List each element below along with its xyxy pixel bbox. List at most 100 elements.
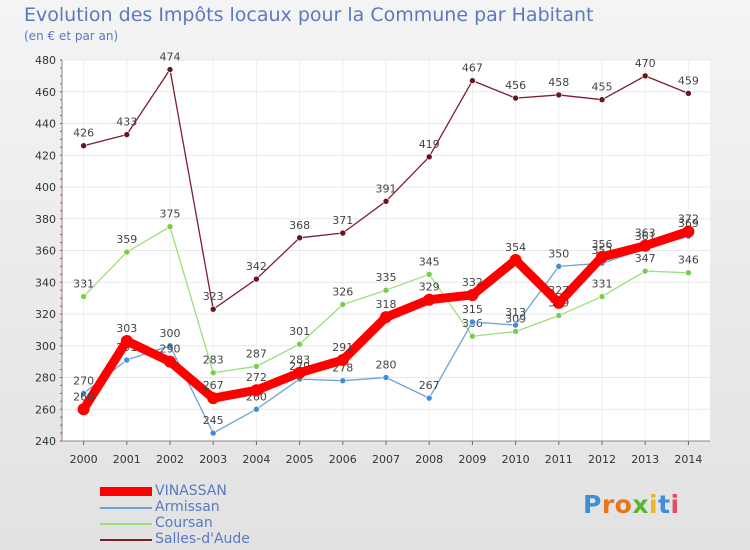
data-point-vinassan — [120, 334, 133, 347]
data-point-vinassan — [509, 254, 522, 267]
data-label-salles-d-aude: 467 — [462, 62, 483, 75]
data-label-salles-d-aude: 456 — [505, 79, 526, 92]
data-label-salles-d-aude: 368 — [289, 219, 310, 232]
data-point-salles-d-aude — [555, 91, 563, 99]
data-label-vinassan: 354 — [505, 241, 526, 254]
data-point-salles-d-aude — [209, 305, 217, 313]
data-point-armissan — [209, 429, 217, 437]
data-label-salles-d-aude: 371 — [332, 214, 353, 227]
data-point-salles-d-aude — [598, 96, 606, 103]
data-label-coursan: 375 — [160, 208, 181, 221]
data-point-coursan — [253, 363, 260, 370]
data-label-coursan: 331 — [592, 278, 613, 291]
data-point-vinassan — [77, 403, 90, 416]
x-tick-label: 2004 — [242, 453, 270, 466]
data-point-coursan — [296, 340, 303, 348]
x-tick-label: 2010 — [502, 453, 530, 466]
data-label-vinassan: 272 — [246, 371, 267, 384]
logo-letter: P — [583, 490, 602, 519]
data-label-coursan: 331 — [73, 278, 94, 291]
data-point-armissan — [123, 356, 131, 364]
data-point-salles-d-aude — [425, 153, 433, 161]
data-point-salles-d-aude — [339, 229, 347, 237]
data-point-vinassan — [682, 225, 695, 238]
data-point-salles-d-aude — [166, 66, 174, 73]
data-label-coursan: 326 — [332, 285, 353, 298]
data-point-coursan — [209, 369, 217, 377]
data-label-vinassan: 327 — [548, 284, 569, 297]
logo-letter: t — [658, 490, 671, 519]
data-label-salles-d-aude: 426 — [73, 127, 94, 140]
data-label-coursan: 283 — [203, 354, 224, 367]
data-label-vinassan: 332 — [462, 276, 483, 289]
x-tick-label: 2012 — [588, 453, 616, 466]
x-tick-label: 2000 — [70, 453, 98, 466]
data-label-armissan: 245 — [203, 414, 224, 427]
data-label-salles-d-aude: 391 — [376, 182, 397, 195]
data-point-coursan — [469, 332, 476, 340]
y-tick-label: 360 — [35, 245, 56, 258]
logo-letter: i — [670, 490, 680, 519]
x-tick-label: 2006 — [329, 453, 357, 466]
data-point-salles-d-aude — [80, 142, 87, 150]
data-point-vinassan — [250, 384, 263, 397]
data-label-salles-d-aude: 459 — [678, 74, 699, 87]
y-tick-label: 240 — [35, 435, 56, 448]
data-point-armissan — [80, 390, 87, 397]
data-label-vinassan: 318 — [376, 298, 397, 311]
y-tick-label: 320 — [35, 308, 56, 321]
data-point-vinassan — [552, 296, 565, 309]
data-label-vinassan: 283 — [289, 354, 310, 367]
x-tick-label: 2009 — [458, 453, 486, 466]
data-point-armissan — [425, 394, 433, 402]
data-label-coursan: 347 — [635, 252, 656, 265]
legend-label-armissan: Armissan — [155, 499, 220, 515]
data-point-vinassan — [596, 250, 608, 263]
logo-letter: i — [649, 490, 659, 519]
data-label-vinassan: 363 — [635, 227, 656, 240]
data-point-armissan — [555, 263, 563, 270]
data-point-salles-d-aude — [296, 234, 303, 242]
data-label-vinassan: 329 — [419, 281, 440, 294]
x-tick-label: 2005 — [286, 453, 314, 466]
legend-swatch-coursan — [100, 523, 152, 525]
data-label-salles-d-aude: 342 — [246, 260, 267, 273]
x-tick-label: 2001 — [113, 453, 141, 466]
chart-title: Evolution des Impôts locaux pour la Comm… — [24, 4, 594, 26]
y-tick-label: 280 — [35, 372, 56, 385]
data-point-coursan — [382, 286, 390, 294]
y-tick-label: 420 — [35, 149, 56, 162]
x-tick-label: 2003 — [199, 453, 227, 466]
data-label-coursan: 301 — [289, 325, 310, 338]
data-label-vinassan: 260 — [73, 390, 94, 403]
data-point-salles-d-aude — [512, 94, 519, 102]
x-tick-label: 2007 — [372, 453, 400, 466]
data-label-salles-d-aude: 474 — [160, 51, 181, 64]
data-point-coursan — [685, 269, 692, 277]
legend-label-salles-d-aude: Salles-d'Aude — [155, 531, 250, 547]
data-label-vinassan: 290 — [160, 343, 181, 356]
data-point-armissan — [382, 374, 390, 381]
data-label-armissan: 267 — [419, 379, 440, 392]
data-point-coursan — [641, 267, 649, 275]
y-tick-label: 440 — [35, 118, 56, 131]
data-label-salles-d-aude: 470 — [635, 57, 656, 70]
data-point-salles-d-aude — [253, 275, 260, 283]
data-point-vinassan — [336, 354, 349, 367]
data-point-salles-d-aude — [123, 131, 131, 138]
data-label-salles-d-aude: 419 — [419, 138, 440, 151]
data-point-vinassan — [639, 239, 652, 252]
x-tick-label: 2014 — [674, 453, 702, 466]
data-label-salles-d-aude: 458 — [548, 76, 569, 89]
data-point-coursan — [598, 293, 606, 300]
legend-label-coursan: Coursan — [155, 515, 213, 531]
data-label-armissan: 350 — [548, 247, 569, 260]
legend-swatch-salles-d-aude — [100, 539, 152, 541]
data-point-vinassan — [207, 392, 220, 405]
y-tick-label: 380 — [35, 213, 56, 226]
data-point-armissan — [512, 321, 519, 329]
y-tick-label: 260 — [35, 403, 56, 416]
data-label-salles-d-aude: 323 — [203, 290, 224, 303]
data-label-armissan: 280 — [376, 359, 397, 372]
